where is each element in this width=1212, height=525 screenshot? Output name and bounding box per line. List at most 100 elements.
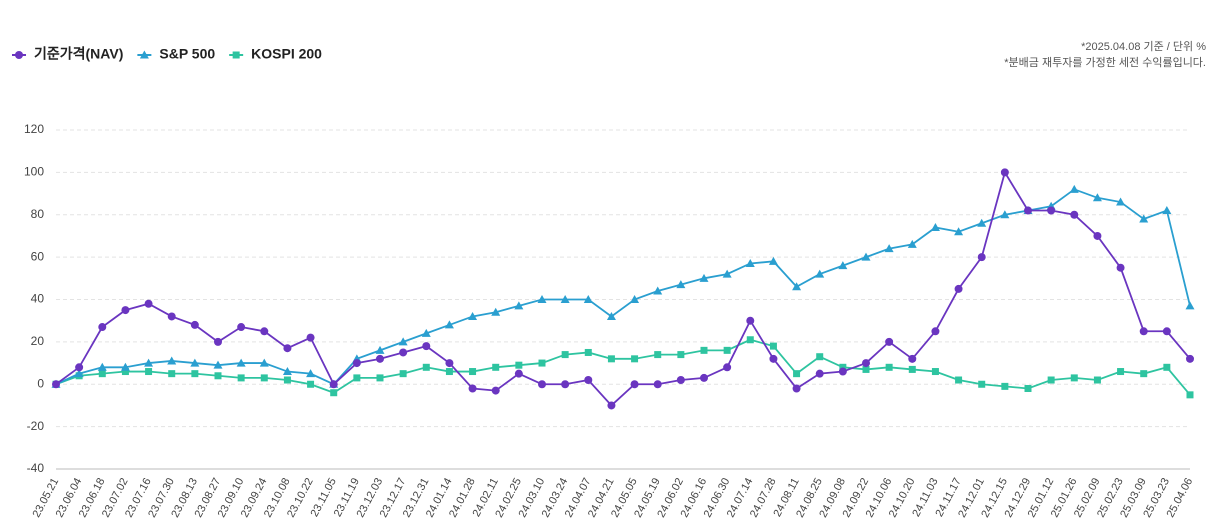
marker [214, 372, 222, 380]
marker [144, 299, 153, 308]
marker [120, 362, 130, 371]
y-tick-label: 80 [31, 207, 45, 221]
marker [677, 351, 685, 359]
legend-label: 기준가격(NAV) [34, 46, 123, 62]
marker [421, 328, 431, 337]
marker [514, 301, 524, 310]
line [55, 338, 1191, 396]
marker [1024, 384, 1032, 392]
marker [167, 312, 176, 321]
y-tick-label: -20 [27, 419, 45, 433]
marker [283, 376, 291, 384]
marker [607, 355, 615, 363]
marker [97, 362, 107, 371]
marker [260, 327, 269, 336]
marker [515, 361, 523, 369]
marker [631, 355, 639, 363]
note: *2025.04.08 기준 / 단위 % [1081, 40, 1206, 53]
marker [907, 239, 917, 248]
marker [978, 380, 986, 388]
marker [139, 50, 149, 59]
marker [98, 323, 107, 332]
marker [977, 253, 986, 262]
marker [839, 363, 847, 371]
marker [1047, 206, 1056, 215]
marker [792, 384, 801, 393]
marker [931, 327, 940, 336]
marker [815, 369, 824, 378]
marker [908, 354, 917, 363]
y-tick-label: -40 [27, 461, 45, 475]
marker [282, 367, 292, 376]
marker [445, 359, 454, 368]
marker [838, 261, 848, 270]
note: *분배금 재투자를 가정한 세전 수익률입니다. [1004, 56, 1206, 69]
marker [145, 368, 153, 376]
marker [793, 370, 801, 378]
marker [861, 252, 871, 261]
marker [399, 348, 408, 357]
marker [1116, 263, 1125, 272]
marker [630, 380, 639, 389]
marker [1069, 184, 1079, 193]
marker [1000, 210, 1010, 219]
marker [1000, 168, 1009, 177]
marker [492, 363, 500, 371]
marker [352, 359, 361, 368]
marker [422, 342, 431, 351]
y-tick-label: 0 [37, 376, 44, 390]
marker [584, 348, 592, 356]
marker [190, 320, 199, 329]
marker [745, 258, 755, 267]
y-tick-label: 40 [31, 292, 45, 306]
y-tick-label: 100 [24, 165, 44, 179]
marker [768, 256, 778, 265]
marker [746, 316, 755, 325]
marker [1093, 231, 1102, 240]
marker [1163, 363, 1171, 371]
marker [769, 354, 778, 363]
marker [607, 401, 616, 410]
marker [52, 380, 60, 389]
marker [908, 365, 916, 373]
marker [931, 368, 939, 376]
marker [191, 370, 199, 378]
marker [214, 337, 222, 346]
y-tick-label: 120 [24, 122, 44, 136]
marker [630, 295, 640, 303]
marker [816, 353, 824, 361]
marker [815, 269, 825, 278]
marker [283, 344, 292, 353]
marker [398, 337, 408, 346]
marker [259, 358, 269, 367]
marker [1139, 327, 1148, 336]
marker [1117, 368, 1125, 376]
marker [654, 351, 662, 359]
marker [676, 280, 686, 289]
marker [885, 337, 894, 346]
marker [1092, 193, 1102, 202]
marker [954, 284, 963, 293]
marker [307, 380, 315, 388]
marker [491, 386, 500, 395]
marker [190, 358, 200, 367]
marker [121, 306, 130, 315]
marker [1185, 301, 1195, 310]
marker [862, 359, 870, 368]
marker [399, 370, 407, 378]
marker [306, 369, 316, 378]
marker [537, 295, 547, 303]
marker [700, 346, 708, 354]
marker [15, 51, 23, 59]
marker [232, 51, 240, 59]
marker [838, 367, 847, 376]
marker [723, 346, 731, 354]
marker [1186, 391, 1194, 399]
marker [468, 311, 478, 320]
marker [468, 384, 477, 393]
marker [723, 363, 732, 372]
y-tick-label: 60 [31, 249, 45, 263]
marker [167, 356, 177, 365]
marker [236, 358, 246, 367]
legend-label: S&P 500 [159, 46, 215, 62]
